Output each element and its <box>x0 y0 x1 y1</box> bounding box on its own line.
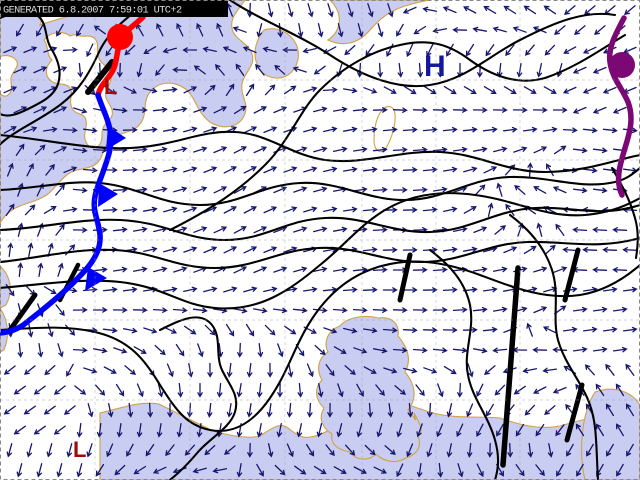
svg-text:GENERATED 6.8.2007 7:59:01 UTC: GENERATED 6.8.2007 7:59:01 UTC+2 <box>3 5 182 17</box>
svg-text:L: L <box>104 74 117 99</box>
svg-text:L: L <box>73 437 86 462</box>
svg-text:H: H <box>424 50 446 83</box>
